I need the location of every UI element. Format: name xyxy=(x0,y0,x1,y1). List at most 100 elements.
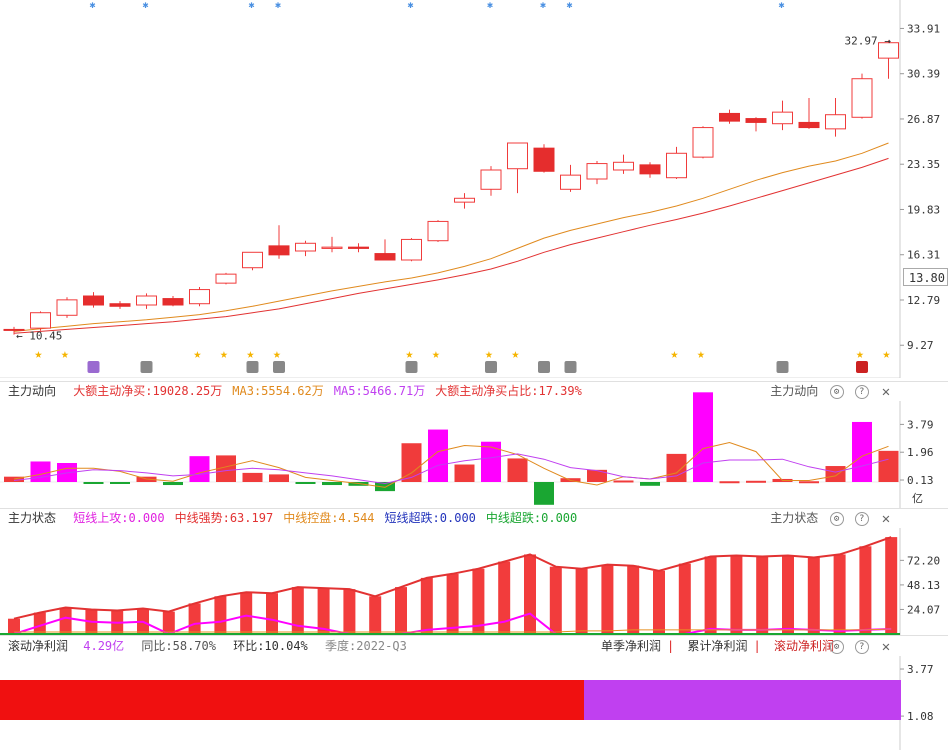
state-bar xyxy=(653,570,665,634)
flow-panel-controls: 主力动向 ⚙ ? ✕ xyxy=(770,381,892,401)
star-icon: ★ xyxy=(273,347,281,362)
settings-icon[interactable]: ⚙ xyxy=(829,639,844,654)
flow-bar xyxy=(269,474,289,482)
flow-legend-item: MA3:5554.62万 xyxy=(232,384,324,398)
flow-panel-header: 主力动向 大额主动净买:19028.25万 MA3:5554.62万 MA5:546… xyxy=(8,381,908,401)
flow-bar xyxy=(83,482,104,484)
event-badge-icon xyxy=(273,361,285,373)
candle-body xyxy=(242,251,263,269)
state-panel-header: 主力状态 短线上攻:0.000 中线强势:63.197 中线控盘:4.544 短线超跌… xyxy=(8,508,908,528)
flow-panel-title-right[interactable]: 主力动向 xyxy=(770,384,819,398)
candle-body xyxy=(480,169,502,190)
state-legend-item: 中线强势:63.197 xyxy=(174,511,274,525)
state-bar xyxy=(188,603,201,634)
event-badge-icon xyxy=(485,361,497,373)
star-icon: ★ xyxy=(35,347,43,362)
profit-y-tick-label: 1.08 xyxy=(907,710,934,723)
help-icon[interactable]: ? xyxy=(854,511,869,526)
state-bar xyxy=(704,556,717,634)
event-marker-icon: ✱ xyxy=(567,0,573,11)
flow-bar xyxy=(746,480,766,483)
state-bar xyxy=(833,554,846,634)
flow-bar xyxy=(613,480,634,483)
flow-y-tick-label: 3.79 xyxy=(907,418,934,431)
close-icon[interactable]: ✕ xyxy=(881,510,891,527)
state-bar xyxy=(730,555,743,634)
profit-bar xyxy=(584,680,901,720)
close-icon[interactable]: ✕ xyxy=(881,383,891,400)
candle-body xyxy=(109,303,131,307)
state-bar xyxy=(575,568,588,634)
state-bar xyxy=(162,611,175,634)
close-icon[interactable]: ✕ xyxy=(881,638,891,655)
star-icon: ★ xyxy=(406,347,414,362)
candle-body xyxy=(639,164,661,175)
candle-body xyxy=(321,246,343,249)
candle-body xyxy=(348,246,369,249)
profit-panel-controls: ⚙ ? ✕ xyxy=(826,636,892,656)
flow-bar xyxy=(587,469,607,482)
flow-y-tick-label: 1.96 xyxy=(907,446,934,459)
price-candlestick-chart: 33.91 30.39 26.87 23.35 19.83 16.31 12.79 9.27 3… xyxy=(0,0,940,378)
state-bar xyxy=(498,561,511,634)
tab-rolling-profit[interactable]: 滚动净利润 xyxy=(773,639,834,653)
star-icon: ★ xyxy=(61,347,69,362)
price-y-tick-label: 23.35 xyxy=(907,158,940,171)
tab-cumulative-profit[interactable]: 累计净利润 xyxy=(687,639,748,653)
candle-body xyxy=(745,118,767,123)
candle-body xyxy=(189,289,210,305)
flow-bar xyxy=(719,481,740,484)
star-icon: ★ xyxy=(247,347,255,362)
event-marker-icon: ✱ xyxy=(487,0,493,11)
profit-y-tick-label: 3.77 xyxy=(907,663,934,676)
candle-body xyxy=(56,299,78,316)
state-line xyxy=(13,536,892,620)
state-panel-title-right[interactable]: 主力状态 xyxy=(770,511,819,525)
flow-bar xyxy=(163,482,183,486)
event-badge-icon xyxy=(856,361,868,373)
event-badge-icon xyxy=(564,361,577,373)
flow-bar xyxy=(481,441,501,482)
low-price-label: ← 10.45 xyxy=(16,330,62,343)
flow-bar xyxy=(825,466,846,482)
candle-body xyxy=(401,238,422,261)
event-marker-icon: ✱ xyxy=(540,0,546,11)
candle-body xyxy=(30,312,51,329)
settings-icon[interactable]: ⚙ xyxy=(829,511,844,526)
profit-bar-chart: 3.771.08-1.60 xyxy=(0,656,934,750)
state-bar xyxy=(782,555,794,634)
state-bar xyxy=(395,587,407,634)
flow-bar xyxy=(640,482,660,486)
star-icon: ★ xyxy=(220,347,228,362)
settings-icon[interactable]: ⚙ xyxy=(829,384,844,399)
flow-bar xyxy=(852,421,872,482)
state-bar xyxy=(33,612,46,634)
profit-tabs: 单季净利润 | 累计净利润 | 滚动净利润 xyxy=(595,636,840,656)
state-bar xyxy=(627,565,640,634)
candle-body xyxy=(215,273,237,284)
profit-yoy: 同比:58.70% xyxy=(141,639,216,653)
ma-red-line xyxy=(13,157,889,334)
state-bar xyxy=(859,546,872,634)
candle-body xyxy=(851,78,873,118)
last-price-badge: 13.80 xyxy=(903,268,948,286)
candle-body xyxy=(586,163,608,180)
flow-legend-item: MA5:5466.71万 xyxy=(333,384,426,398)
state-orange-line xyxy=(14,628,892,633)
help-icon[interactable]: ? xyxy=(854,639,869,654)
tab-quarterly-profit[interactable]: 单季净利润 xyxy=(601,639,662,653)
candle-body xyxy=(560,174,581,190)
state-bar xyxy=(472,568,485,634)
price-y-tick-label: 16.31 xyxy=(907,249,940,262)
state-bar xyxy=(291,587,304,634)
flow-y-tick-label: 0.13 xyxy=(907,474,934,487)
state-bar xyxy=(8,618,20,634)
candle-body xyxy=(454,197,475,203)
profit-panel-title: 滚动净利润 xyxy=(8,639,69,653)
flow-unit-label: 亿 xyxy=(912,492,923,505)
event-marker-icon: ✱ xyxy=(249,0,255,11)
help-icon[interactable]: ? xyxy=(854,384,869,399)
candle-body xyxy=(878,42,899,59)
state-bar xyxy=(446,573,459,634)
